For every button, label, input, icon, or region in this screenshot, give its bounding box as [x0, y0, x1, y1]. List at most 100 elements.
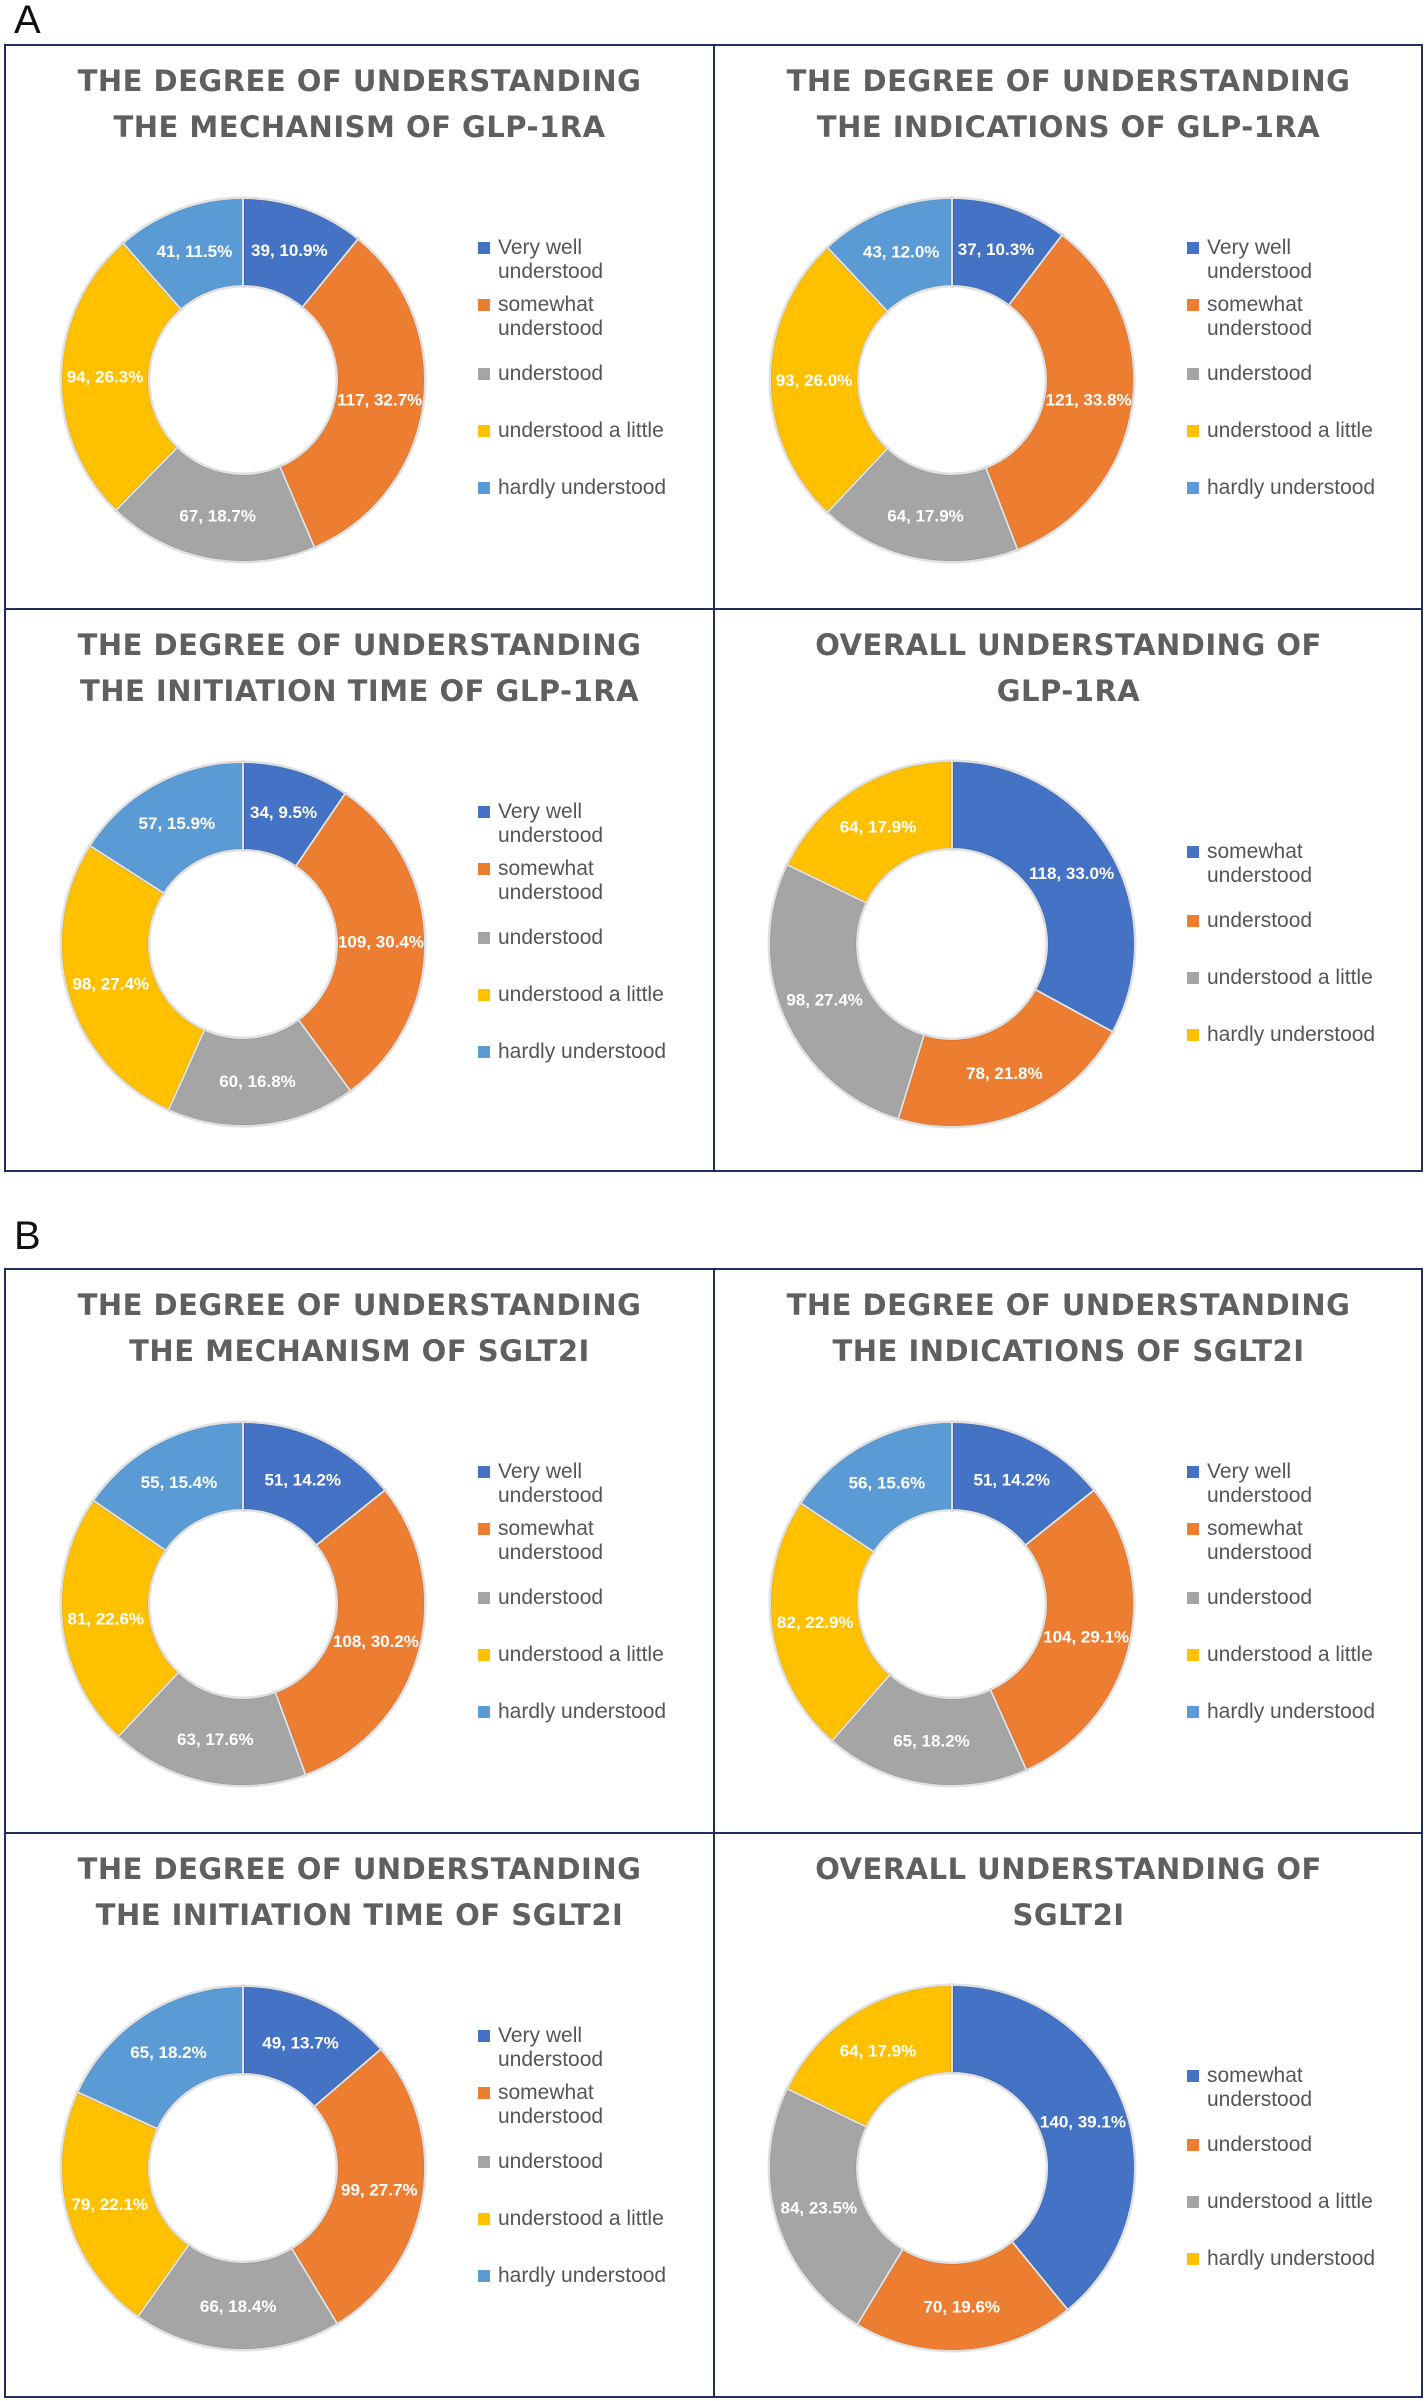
data-label-very-well-understood: 37, 10.3%	[958, 240, 1035, 259]
slice-edge-understood-a-little	[768, 1500, 893, 1743]
chart-title-line-2: THE INITIATION TIME OF GLP-1RA	[79, 674, 640, 708]
slice-somewhat-understood	[951, 759, 1136, 1034]
legend-label: hardly understood	[1207, 1023, 1376, 1046]
data-label-somewhat-understood: 104, 29.1%	[1043, 1627, 1129, 1646]
chart-title-line-1: THE DEGREE OF UNDERSTANDING	[786, 1288, 1351, 1322]
legend-swatch	[478, 299, 490, 311]
legend-swatch	[478, 2270, 490, 2282]
legend-label: somewhat understood	[1207, 293, 1313, 340]
slice-edge-understood-a-little	[59, 2090, 191, 2319]
slice-understood-a-little	[60, 2090, 191, 2319]
legend-swatch	[1187, 2070, 1199, 2082]
chart-title-line-1: OVERALL UNDERSTANDING OF	[815, 1852, 1322, 1886]
legend-label: understood a little	[1207, 1643, 1373, 1666]
legend-label: Very well understood	[498, 1460, 604, 1507]
slice-edge-understood-a-little	[59, 843, 207, 1113]
slice-edge-somewhat-understood	[289, 2047, 427, 2326]
legend-label: Very well understood	[498, 2024, 604, 2071]
data-label-understood-a-little: 82, 22.9%	[777, 1613, 854, 1632]
section-label-b: B	[14, 1214, 41, 1258]
data-label-understood-a-little: 84, 23.5%	[781, 2199, 858, 2218]
donut-chart: 49, 13.7% 99, 27.7% 66, 18.4% 79, 22.1% 65, …	[59, 1984, 427, 2352]
slice-edge-hardly-understood	[91, 1420, 245, 1553]
chart-title: OVERALL UNDERSTANDING OF GLP-1RA	[715, 622, 1422, 714]
data-label-hardly-understood: 65, 18.2%	[130, 2043, 207, 2062]
data-label-understood: 60, 16.8%	[219, 1072, 296, 1091]
chart-title-line-1: THE DEGREE OF UNDERSTANDING	[786, 64, 1351, 98]
chart-title-line-1: THE DEGREE OF UNDERSTANDING	[77, 64, 642, 98]
slice-edge-understood-a-little	[767, 862, 926, 1121]
donut-chart: 140, 39.1% 70, 19.6% 84, 23.5% 64, 17.9%	[767, 1983, 1137, 2353]
slice-hardly-understood	[785, 759, 953, 905]
legend-swatch	[478, 1523, 490, 1535]
data-label-understood-a-little: 98, 27.4%	[786, 991, 863, 1010]
data-label-understood-a-little: 79, 22.1%	[71, 2195, 148, 2214]
slice-edge-understood-a-little	[59, 241, 184, 513]
panel-initiation-glp1ra: THE DEGREE OF UNDERSTANDING THE INITIATIO…	[6, 610, 713, 1172]
donut-chart: 118, 33.0% 78, 21.8% 98, 27.4% 64, 17.9%	[767, 759, 1137, 1129]
slice-understood	[167, 1018, 352, 1127]
grid-divider-horizontal	[6, 608, 1421, 610]
slice-edge-hardly-understood	[120, 196, 245, 312]
legend-swatch	[478, 989, 490, 1001]
legend-swatch	[478, 1649, 490, 1661]
data-label-very-well-understood: 51, 14.2%	[973, 1471, 1050, 1490]
slice-hardly-understood	[825, 196, 953, 313]
data-label-very-well-understood: 34, 9.5%	[250, 803, 317, 822]
slice-edge-understood	[896, 987, 1115, 1129]
legend-swatch	[478, 482, 490, 494]
slice-somewhat-understood	[989, 1488, 1135, 1772]
data-label-somewhat-understood: 109, 30.4%	[338, 933, 424, 952]
legend-label: understood	[1207, 1586, 1313, 1609]
legend-swatch	[478, 2030, 490, 2042]
data-label-somewhat-understood: 99, 27.7%	[341, 2181, 418, 2200]
legend-label: hardly understood	[1207, 476, 1376, 499]
slice-understood-a-little	[60, 1499, 181, 1738]
slice-somewhat-understood	[278, 237, 426, 549]
slice-somewhat-understood	[274, 1488, 426, 1777]
legend-label: Very well understood	[1207, 1460, 1313, 1507]
chart-title: THE DEGREE OF UNDERSTANDING THE INITIATIO…	[6, 1846, 713, 1938]
figure-grid-b: THE DEGREE OF UNDERSTANDING THE MECHANISM…	[4, 1268, 1423, 2398]
legend-label: Very well understood	[498, 236, 604, 283]
slice-edge-hardly-understood	[785, 1983, 954, 2129]
legend-swatch	[1187, 846, 1199, 858]
chart-title: THE DEGREE OF UNDERSTANDING THE MECHANISM…	[6, 58, 713, 150]
legend-swatch	[1187, 972, 1199, 984]
legend-swatch	[478, 806, 490, 818]
legend-swatch	[478, 1046, 490, 1058]
chart-title-line-2: THE MECHANISM OF GLP-1RA	[113, 110, 606, 144]
panel-mechanism-sglt2i: THE DEGREE OF UNDERSTANDING THE MECHANISM…	[6, 1270, 713, 1832]
slice-somewhat-understood	[984, 233, 1135, 552]
legend-swatch	[478, 368, 490, 380]
chart-title-line-2: THE INDICATIONS OF GLP-1RA	[816, 110, 1321, 144]
slice-edge-understood	[855, 2239, 1070, 2353]
slice-somewhat-understood	[951, 1983, 1136, 2312]
legend-swatch	[1187, 482, 1199, 494]
slice-somewhat-understood	[294, 792, 426, 1093]
donut-chart: 34, 9.5% 109, 30.4% 60, 16.8% 98, 27.4% 57, …	[59, 760, 427, 1128]
legend-swatch	[478, 242, 490, 254]
grid-divider-horizontal	[6, 1832, 1421, 1834]
chart-title: THE DEGREE OF UNDERSTANDING THE INITIATIO…	[6, 622, 713, 714]
slice-edge-understood-a-little	[768, 245, 890, 515]
chart-title-line-2: SGLT2I	[1012, 1898, 1125, 1932]
chart-title: THE DEGREE OF UNDERSTANDING THE INDICATIO…	[715, 58, 1422, 150]
slice-edge-understood	[829, 1672, 1029, 1788]
chart-title: THE DEGREE OF UNDERSTANDING THE INDICATIO…	[715, 1282, 1422, 1374]
legend-label: understood	[498, 362, 604, 385]
slice-hardly-understood	[91, 1420, 244, 1552]
data-label-hardly-understood: 41, 11.5%	[157, 242, 233, 261]
slice-edge-understood	[166, 1017, 353, 1128]
legend-swatch	[1187, 299, 1199, 311]
slice-edge-understood-a-little	[767, 2086, 905, 2327]
section-label-a: A	[14, 0, 41, 42]
donut-chart: 51, 14.2% 104, 29.1% 65, 18.2% 82, 22.9% 56,…	[768, 1420, 1136, 1788]
data-label-understood-a-little: 94, 26.3%	[67, 367, 144, 386]
legend-swatch	[1187, 1029, 1199, 1041]
slice-hardly-understood	[799, 1420, 953, 1554]
slice-understood-a-little	[60, 241, 183, 512]
legend-label: Very well understood	[498, 800, 604, 847]
chart-title: THE DEGREE OF UNDERSTANDING THE MECHANISM…	[6, 1282, 713, 1374]
legend-label: understood a little	[498, 1643, 664, 1666]
